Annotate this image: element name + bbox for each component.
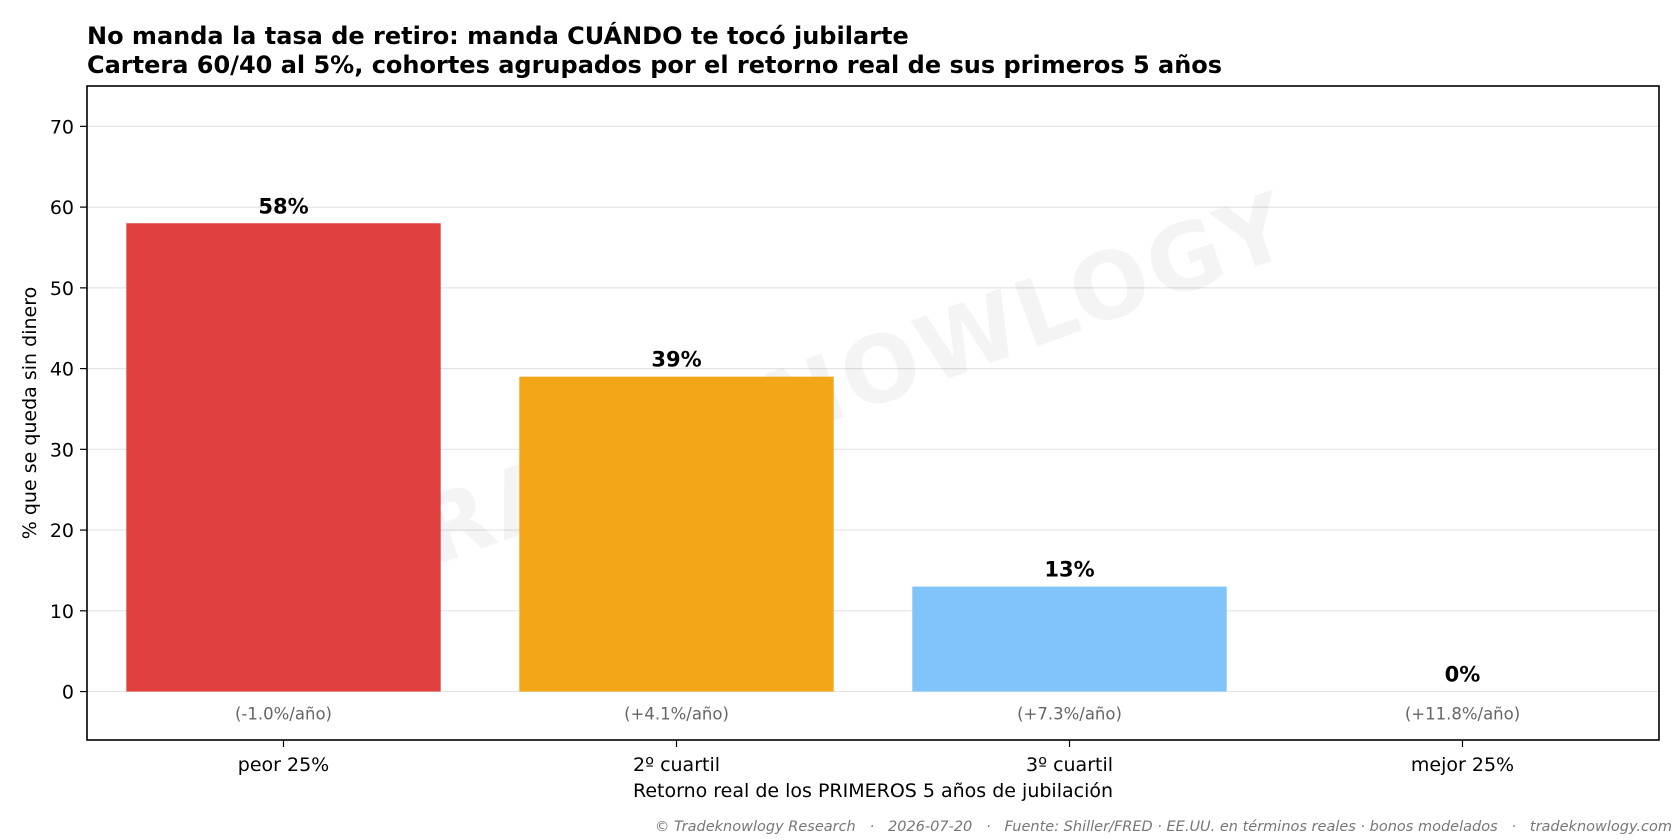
bar-labels: 58% 39% 13% 0%	[258, 194, 1480, 686]
x-tick-label: 2º cuartil	[633, 754, 720, 776]
y-tick-label: 50	[50, 278, 74, 300]
bar-return-note: (+11.8%/año)	[1405, 705, 1520, 724]
bar-return-note: (+7.3%/año)	[1017, 705, 1122, 724]
x-axis-label: Retorno real de los PRIMEROS 5 años de j…	[633, 780, 1113, 802]
bar-value-label: 0%	[1445, 663, 1481, 687]
x-tick-label: mejor 25%	[1411, 754, 1514, 776]
y-axis: 0 10 20 30 40 50 60 70	[50, 116, 87, 704]
y-tick-label: 0	[62, 682, 74, 704]
bar-value-label: 39%	[651, 348, 701, 372]
bars	[126, 223, 1227, 692]
bar-return-note: (+4.1%/año)	[624, 705, 729, 724]
bar-2	[519, 376, 834, 692]
x-tick-label: 3º cuartil	[1026, 754, 1113, 776]
y-tick-label: 60	[50, 197, 74, 219]
y-axis-label: % que se queda sin dinero	[19, 287, 41, 539]
chart-subtitle: Cartera 60/40 al 5%, cohortes agrupados …	[87, 51, 1222, 79]
bar-value-label: 58%	[258, 194, 308, 218]
y-tick-label: 10	[50, 601, 74, 623]
y-tick-label: 70	[50, 116, 74, 138]
footer: © Tradeknowlogy Research · 2026-07-20 · …	[655, 819, 1672, 835]
chart-title: No manda la tasa de retiro: manda CUÁNDO…	[87, 21, 909, 50]
x-tick-label: peor 25%	[238, 754, 329, 776]
plot-frame	[86, 85, 1660, 741]
x-axis: peor 25% 2º cuartil 3º cuartil mejor 25%	[238, 740, 1514, 776]
bar-return-note: (-1.0%/año)	[235, 705, 332, 724]
bar-3	[912, 586, 1227, 692]
bar-1	[126, 223, 441, 692]
y-tick-label: 30	[50, 439, 74, 461]
bar-notes: (-1.0%/año) (+4.1%/año) (+7.3%/año) (+11.8%…	[235, 705, 1520, 724]
y-tick-label: 20	[50, 520, 74, 542]
bar-value-label: 13%	[1044, 558, 1094, 582]
y-tick-label: 40	[50, 359, 74, 381]
